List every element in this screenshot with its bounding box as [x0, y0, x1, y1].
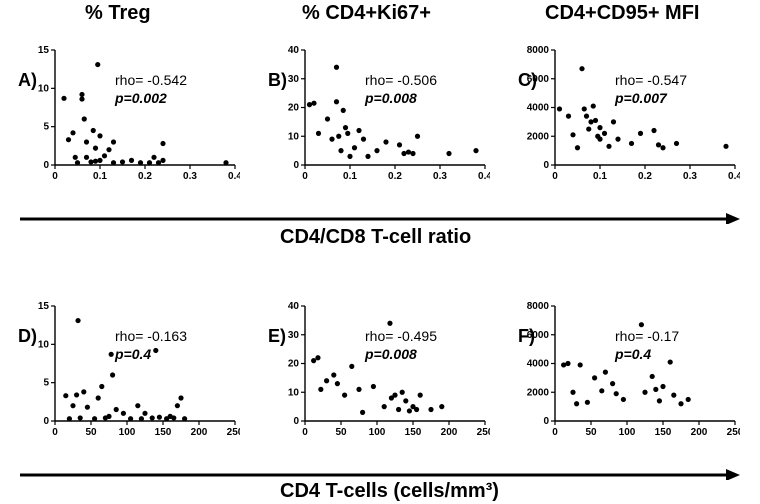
panel-B: B)rho= -0.506p=0.00801020304000.10.20.30… [270, 40, 490, 190]
panel-stats-D: rho= -0.163p=0.4 [115, 328, 187, 363]
svg-text:200: 200 [191, 427, 208, 438]
svg-text:4000: 4000 [527, 359, 550, 370]
svg-text:10: 10 [38, 83, 50, 94]
svg-text:0.1: 0.1 [593, 171, 607, 182]
panel-C: C)rho= -0.547p=0.0070200040006000800000.… [520, 40, 740, 190]
svg-text:10: 10 [288, 131, 300, 142]
svg-text:150: 150 [155, 427, 172, 438]
svg-text:250: 250 [477, 427, 490, 438]
svg-text:150: 150 [655, 427, 672, 438]
col-header-cd95: CD4+CD95+ MFI [545, 2, 700, 25]
svg-text:0: 0 [293, 416, 299, 427]
panel-stats-F: rho= -0.17p=0.4 [615, 328, 679, 363]
svg-text:0: 0 [52, 427, 58, 438]
svg-text:0.4: 0.4 [478, 171, 490, 182]
panel-D: D)rho= -0.163p=0.4051015050100150200250 [20, 296, 240, 446]
svg-text:50: 50 [585, 427, 597, 438]
x-axis-label-row2: CD4 T-cells (cells/mm³) [280, 480, 499, 503]
svg-text:15: 15 [38, 301, 50, 312]
svg-text:200: 200 [691, 427, 708, 438]
svg-text:5: 5 [43, 378, 49, 389]
svg-text:0: 0 [43, 416, 49, 427]
scatter-A: 0 5 10 15 0 0.1 0.2 0.3 0.4 [20, 40, 240, 190]
svg-text:150: 150 [405, 427, 422, 438]
svg-text:0.1: 0.1 [343, 171, 357, 182]
svg-text:50: 50 [85, 427, 97, 438]
svg-text:30: 30 [288, 330, 300, 341]
svg-text:20: 20 [288, 103, 300, 114]
svg-text:8000: 8000 [527, 301, 550, 312]
svg-text:0.3: 0.3 [683, 171, 697, 182]
svg-text:0.2: 0.2 [388, 171, 402, 182]
svg-text:250: 250 [227, 427, 240, 438]
svg-text:100: 100 [369, 427, 386, 438]
col-header-treg: % Treg [85, 2, 151, 25]
panel-A: A) rho= -0.542p=0.002 0 5 10 15 0 0.1 0.2 0.3 0.4 [20, 40, 240, 190]
x-axis-label-row1: CD4/CD8 T-cell ratio [280, 226, 471, 249]
svg-text:0.4: 0.4 [728, 171, 740, 182]
svg-text:0: 0 [302, 427, 308, 438]
svg-text:0: 0 [302, 171, 308, 182]
svg-text:250: 250 [727, 427, 740, 438]
panel-label-C: C) [518, 70, 537, 91]
panel-stats-C: rho= -0.547p=0.007 [615, 72, 687, 107]
svg-text:0: 0 [543, 160, 549, 171]
svg-text:2000: 2000 [527, 387, 550, 398]
svg-text:40: 40 [288, 45, 300, 56]
panel-label-F: F) [518, 326, 535, 347]
panel-label-B: B) [268, 70, 287, 91]
svg-text:0.2: 0.2 [638, 171, 652, 182]
panel-label-E: E) [268, 326, 286, 347]
panel-E: E) rho= -0.495p=0.008 0 10 20 30 40 0 50 100 150 20… [270, 296, 490, 446]
col-header-ki67: % CD4+Ki67+ [302, 2, 431, 25]
x-axis-arrow-row2 [20, 468, 740, 480]
svg-text:0.3: 0.3 [433, 171, 447, 182]
svg-text:30: 30 [288, 74, 300, 85]
svg-text:100: 100 [119, 427, 136, 438]
scatter-C: 0200040006000800000.10.20.30.4 [520, 40, 740, 190]
svg-text:0: 0 [52, 171, 58, 182]
svg-text:10: 10 [288, 387, 300, 398]
svg-text:0: 0 [293, 160, 299, 171]
scatter-D: 051015050100150200250 [20, 296, 240, 446]
panel-F: F)rho= -0.17p=0.402000400060008000050100… [520, 296, 740, 446]
svg-text:5: 5 [43, 122, 49, 133]
svg-text:10: 10 [38, 339, 50, 350]
svg-text:20: 20 [288, 359, 300, 370]
column-headers: % Treg % CD4+Ki67+ CD4+CD95+ MFI [0, 2, 760, 30]
svg-text:200: 200 [441, 427, 458, 438]
svg-text:0: 0 [43, 160, 49, 171]
svg-text:0: 0 [552, 427, 558, 438]
svg-text:15: 15 [38, 45, 50, 56]
scatter-B: 0 10 20 30 40 0 0.1 0.2 0.3 0.4 [270, 40, 490, 190]
svg-text:50: 50 [335, 427, 347, 438]
svg-text:0: 0 [543, 416, 549, 427]
x-axis-arrow-row1 [20, 212, 740, 224]
panel-stats-E: rho= -0.495p=0.008 [365, 328, 437, 363]
svg-text:8000: 8000 [527, 45, 550, 56]
svg-text:0.2: 0.2 [138, 171, 152, 182]
svg-text:0: 0 [552, 171, 558, 182]
panel-stats-B: rho= -0.506p=0.008 [365, 72, 437, 107]
svg-text:0.3: 0.3 [183, 171, 197, 182]
svg-text:100: 100 [619, 427, 636, 438]
scatter-E: 0 10 20 30 40 0 50 100 150 200 250 [270, 296, 490, 446]
scatter-F: 02000400060008000050100150200250 [520, 296, 740, 446]
panel-stats-A: rho= -0.542p=0.002 [115, 72, 187, 107]
panel-label-D: D) [18, 326, 37, 347]
svg-text:40: 40 [288, 301, 300, 312]
svg-text:4000: 4000 [527, 103, 550, 114]
svg-text:2000: 2000 [527, 131, 550, 142]
svg-text:0.4: 0.4 [228, 171, 240, 182]
svg-text:0.1: 0.1 [93, 171, 107, 182]
panel-label-A: A) [18, 70, 37, 91]
